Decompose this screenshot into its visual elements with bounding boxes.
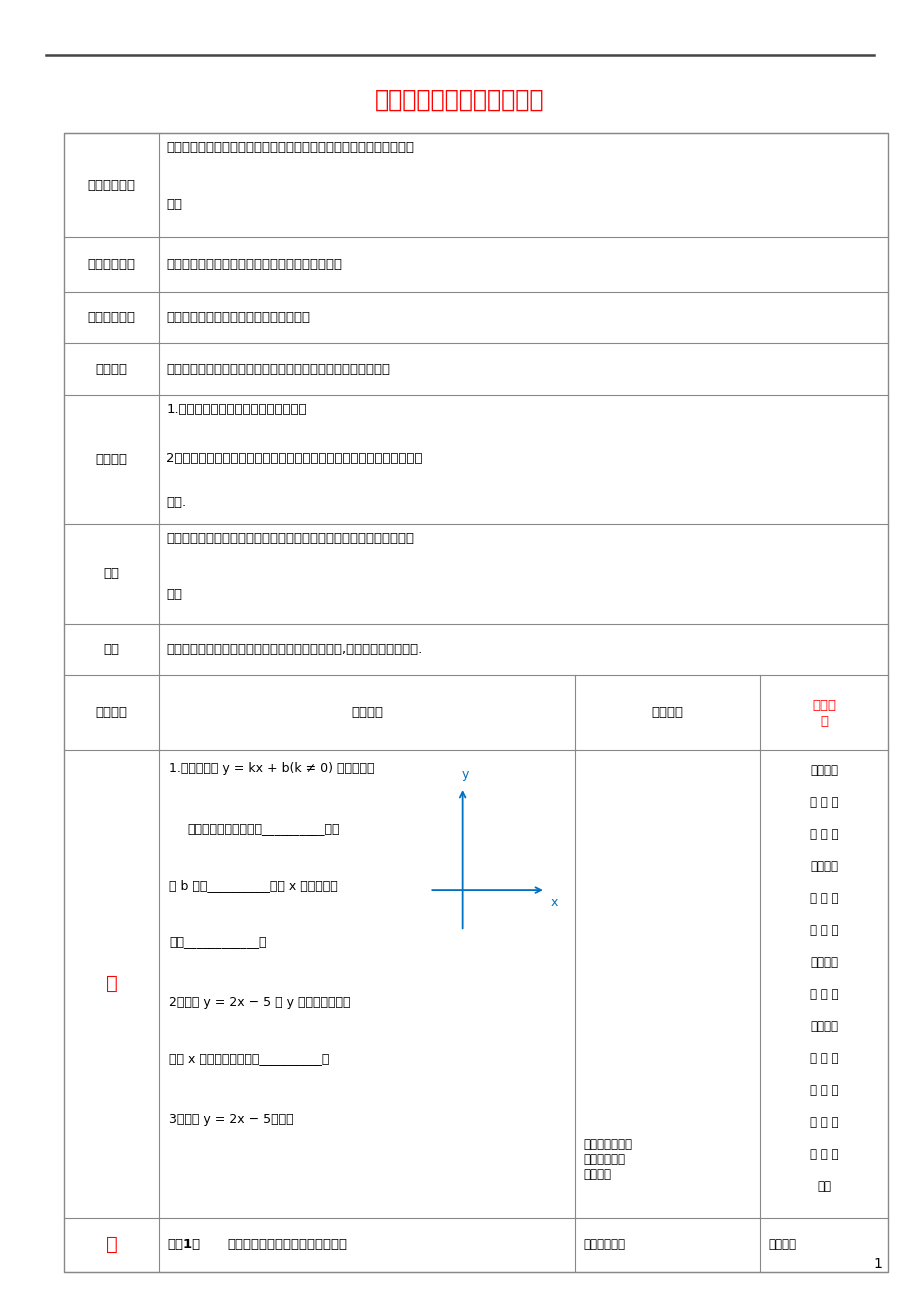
Text: 1.学会使用图象法解一元一次不等式；: 1.学会使用图象法解一元一次不等式；	[166, 402, 306, 415]
Text: 让学生通过观察一次函数的图像找到相应的一元一次方程的解。: 让学生通过观察一次函数的图像找到相应的一元一次方程的解。	[166, 362, 390, 375]
Text: 复习一次函数，: 复习一次函数，	[583, 1138, 631, 1151]
Text: 思考1：: 思考1：	[167, 1238, 200, 1251]
Text: 理解并掌握一元一次不等式与一次函数之间的关系，能够运用其解决问: 理解并掌握一元一次不等式与一次函数之间的关系，能够运用其解决问	[166, 531, 414, 544]
Text: 巩固一次函数: 巩固一次函数	[583, 1152, 624, 1165]
Text: 动 学 生: 动 学 生	[809, 892, 837, 905]
Text: 教学过程: 教学过程	[96, 706, 128, 719]
Text: 知 识 的: 知 识 的	[809, 828, 837, 841]
Text: 2．理解并掌握一元一次不等式与一次函数之间的关系，能够运用其解决: 2．理解并掌握一元一次不等式与一次函数之间的关系，能够运用其解决	[166, 452, 422, 465]
Text: 导: 导	[106, 974, 118, 993]
Text: 学生分析: 学生分析	[96, 362, 128, 375]
Text: 设计意: 设计意	[811, 699, 835, 712]
Text: 问题.: 问题.	[166, 496, 186, 509]
Text: y: y	[461, 768, 469, 781]
Text: 础。: 础。	[816, 1180, 830, 1193]
Text: 为 后 面: 为 后 面	[809, 1052, 837, 1065]
Text: 回顾，调: 回顾，调	[809, 859, 837, 872]
Text: 研究一元一次不等式与一次函数的联系。: 研究一元一次不等式与一次函数的联系。	[166, 311, 310, 324]
Text: 总结：一次函: 总结：一次函	[583, 1238, 624, 1251]
Text: 的 探 索: 的 探 索	[809, 1083, 837, 1096]
Text: 2．函数 y = 2x − 5 与 y 轴的交点坐标是: 2．函数 y = 2x − 5 与 y 轴的交点坐标是	[169, 996, 350, 1009]
Text: 热情，唤: 热情，唤	[809, 956, 837, 969]
Bar	[64, 133, 887, 1272]
Text: 图: 图	[819, 715, 827, 728]
Text: 引入，通: 引入，通	[809, 764, 837, 777]
Text: 理解并掌握一元一次不等式与一次函数之间的关系,能够运用其解决问题.: 理解并掌握一元一次不等式与一次函数之间的关系,能够运用其解决问题.	[166, 643, 422, 656]
Text: 1: 1	[873, 1256, 882, 1271]
Text: 题．: 题．	[166, 587, 182, 600]
Text: x: x	[550, 896, 558, 909]
Text: 难点: 难点	[104, 643, 119, 656]
Text: 思考，以: 思考，以	[767, 1238, 795, 1251]
Text: 学习目标: 学习目标	[96, 453, 128, 466]
Text: 教材内容分析: 教材内容分析	[87, 311, 136, 324]
Text: 奠 定 良: 奠 定 良	[809, 1116, 837, 1129]
Text: 思: 思	[106, 1236, 118, 1254]
Text: 一元一次不等式与一次函数: 一元一次不等式与一次函数	[375, 89, 544, 112]
Text: 1.定义：形如 y = kx + b(k ≠ 0) 的函数叫做: 1.定义：形如 y = kx + b(k ≠ 0) 的函数叫做	[169, 762, 374, 775]
Text: 过 对 旧: 过 对 旧	[809, 796, 837, 809]
Text: 考试大纲描述: 考试大纲描述	[87, 258, 136, 271]
Text: 感知不等式、方程、函数的不同作用与内在联系。: 感知不等式、方程、函数的不同作用与内在联系。	[166, 258, 342, 271]
Text: 中 b 叫做__________，与 x 轴的交点坐: 中 b 叫做__________，与 x 轴的交点坐	[169, 879, 337, 892]
Text: 课程标准描述: 课程标准描述	[87, 178, 136, 191]
Text: 3．画出 y = 2x − 5的图像: 3．画出 y = 2x − 5的图像	[169, 1113, 293, 1126]
Text: 重点: 重点	[104, 568, 119, 581]
Text: 醒 学 生: 醒 学 生	[809, 988, 837, 1001]
Text: 一元一次不等式和我们学习的一次: 一元一次不等式和我们学习的一次	[227, 1238, 346, 1251]
Text: 通过具体问题初步体会一次函数的变化规律与一元一次不等式解集的联: 通过具体问题初步体会一次函数的变化规律与一元一次不等式解集的联	[166, 141, 414, 154]
Text: 系。: 系。	[166, 198, 182, 211]
Text: 教师活动: 教师活动	[351, 706, 382, 719]
Text: 的思维，: 的思维，	[809, 1019, 837, 1032]
Text: 标是____________。: 标是____________。	[169, 936, 267, 949]
Text: 学生活动: 学生活动	[651, 706, 683, 719]
Text: 的 学 习: 的 学 习	[809, 923, 837, 936]
Text: 一次函数，它的图像是__________，其: 一次函数，它的图像是__________，其	[187, 822, 339, 835]
Text: 的知识。: 的知识。	[583, 1168, 610, 1181]
Text: 好 的 基: 好 的 基	[809, 1147, 837, 1160]
Text: ，与 x 轴的交点的坐标是__________。: ，与 x 轴的交点的坐标是__________。	[169, 1052, 329, 1065]
